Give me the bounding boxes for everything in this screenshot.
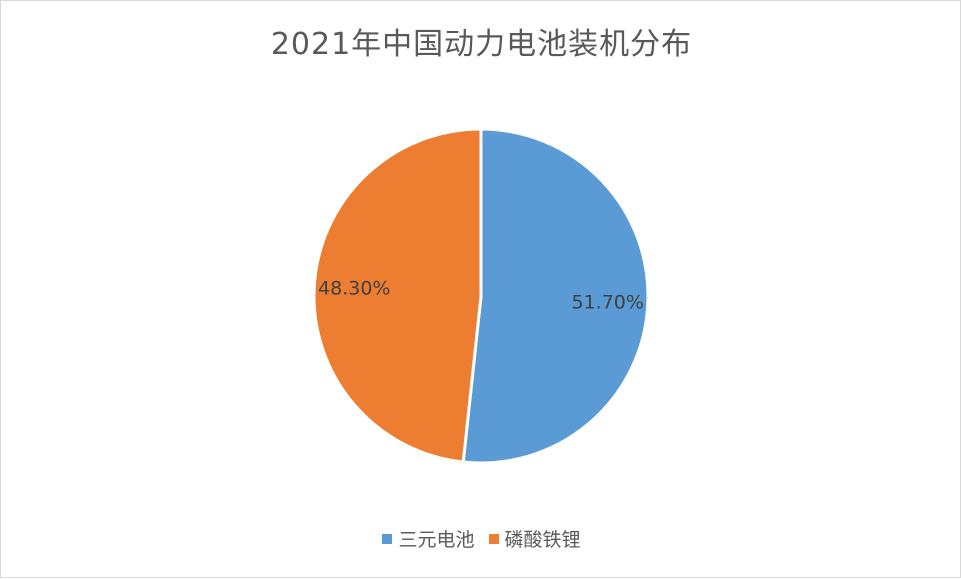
pie-slice-lfp (312, 127, 483, 464)
data-label-ternary: 51.70% (572, 291, 644, 313)
data-label-lfp: 48.30% (318, 278, 390, 300)
pie-slice-ternary (461, 127, 650, 465)
legend-swatch-ternary (382, 533, 393, 544)
legend-item-lfp: 磷酸铁锂 (488, 525, 581, 552)
legend-label-ternary: 三元电池 (398, 529, 475, 551)
legend-swatch-lfp (488, 533, 499, 544)
legend-label-lfp: 磷酸铁锂 (504, 529, 581, 551)
chart-title: 2021年中国动力电池装机分布 (270, 27, 693, 62)
legend: 三元电池 磷酸铁锂 (1, 525, 961, 552)
legend-item-ternary: 三元电池 (382, 525, 475, 552)
